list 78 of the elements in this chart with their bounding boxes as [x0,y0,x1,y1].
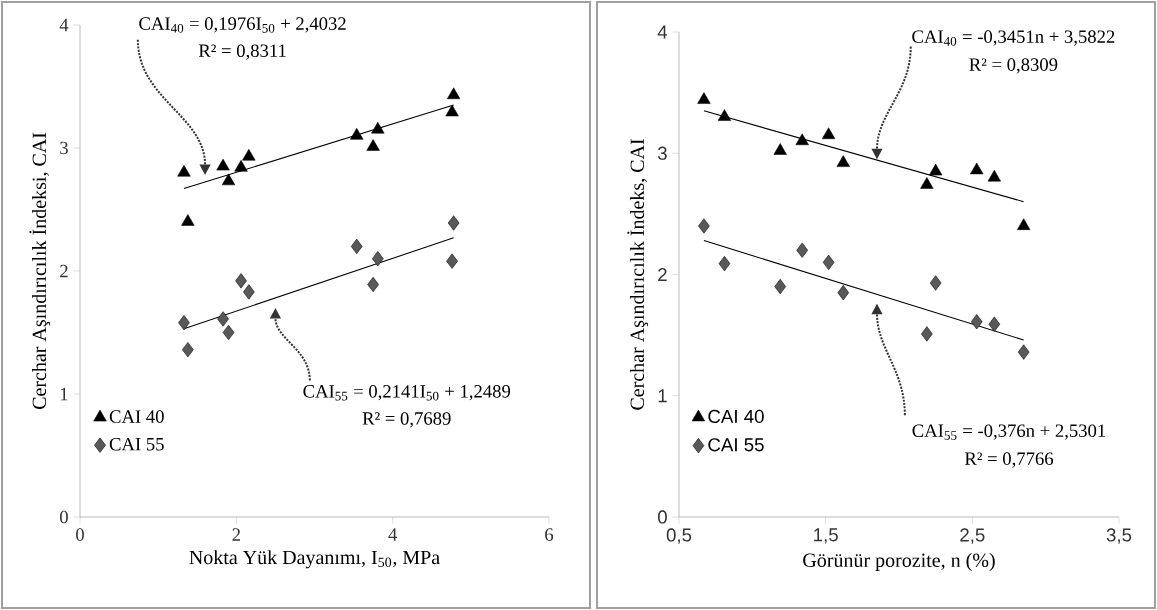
point [987,169,1001,182]
point [773,143,787,155]
point [698,218,710,234]
y-tick-label: 4 [657,25,668,39]
y-tick-label: 2 [60,264,68,278]
point [1017,344,1030,360]
point [774,279,786,295]
x-tick-label: 1,5 [814,528,838,544]
point [235,273,247,289]
point [920,177,934,189]
point [367,276,379,293]
point [222,324,235,341]
annotation: CAI$_{40}$ = -0,3451n + 3,5822 [912,30,1115,46]
x-tick-label: 2 [232,528,240,541]
point [929,275,942,291]
y-tick-label: 0 [60,510,68,524]
y-tick-label: 2 [658,267,667,282]
x-tick-label: 3,5 [1106,528,1132,544]
point [178,315,190,331]
point [234,160,248,172]
annotation: R² = 0,8309 [969,58,1058,74]
x-axis-title: Görünür porozite, n (%) [803,552,995,572]
y-tick-label: 1 [60,387,68,401]
point [718,255,731,272]
y-tick-label: 0 [657,510,667,524]
point [921,326,933,342]
legend-label: CAI 55 [708,438,764,452]
annotation: CAI$_{55}$ = -0,376n + 2,5301 [912,424,1106,440]
point [447,87,461,100]
annotation: R² = 0,7689 [362,412,451,428]
point [1017,218,1031,230]
point [177,164,191,177]
y-tick-label: 3 [657,146,667,160]
point [837,285,850,301]
point [371,121,385,134]
point [445,104,459,117]
point [970,314,983,330]
point [372,251,384,267]
point [350,238,363,254]
point [242,149,256,161]
point [366,139,380,151]
point [836,155,850,167]
point [929,163,943,176]
point [216,158,230,171]
point [181,214,195,226]
y-tick-label: 3 [60,141,68,155]
x-tick-label: 2,5 [960,528,985,544]
point [350,128,364,140]
legend-label: CAI 40 [109,410,164,423]
y-tick-label: 1 [658,389,667,403]
point [217,311,229,327]
x-tick-label: 0,5 [666,528,692,544]
legend-label: CAI 40 [708,409,764,424]
point [796,242,808,258]
point [821,127,836,139]
annotation: CAI$_{55}$ = 0,2141I$_{50}$ + 1,2489 [303,385,511,401]
point [243,284,255,300]
point [221,173,236,186]
point [822,254,835,270]
annotation: R² = 0,8311 [198,44,286,60]
point [447,215,460,231]
x-tick-label: 0 [76,528,84,541]
point [970,162,984,175]
point [182,342,194,358]
x-tick-label: 6 [545,528,554,541]
y-axis-title: Cerchar Aşındırıcılık İndeksi, CAI [29,132,51,410]
point [446,253,458,269]
annotation: R² = 0,7766 [964,452,1054,468]
point [717,109,732,121]
x-axis-title: Nokta Yük Dayanımı, I$_{50}$, MPa [189,550,440,569]
point [795,133,809,146]
annotation: CAI$_{40}$ = 0,1976I$_{50}$ + 2,4032 [139,17,346,33]
y-tick-label: 4 [59,18,69,32]
legend-label: CAI 55 [109,437,164,451]
point [988,316,1001,332]
y-axis-title: Cerchar Aşındırıcılık İndeks, CAI [627,139,649,410]
point [697,92,711,104]
x-tick-label: 4 [388,528,398,541]
